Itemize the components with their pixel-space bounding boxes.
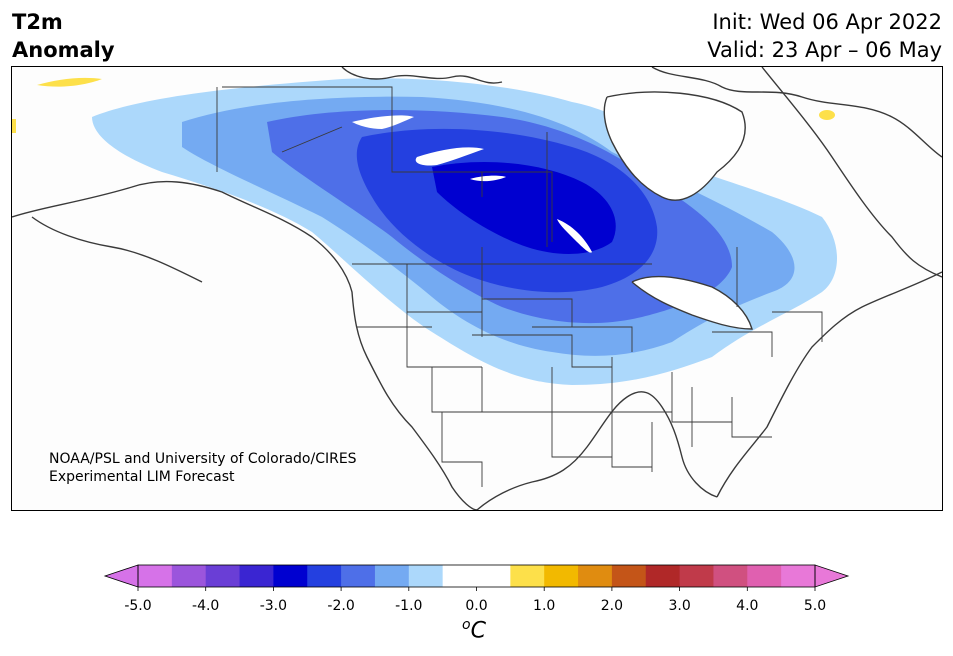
warm-anomaly-alaska-north — [37, 77, 102, 87]
coastlines — [12, 67, 942, 510]
colorbar-cell — [747, 565, 782, 587]
colorbar-cell — [476, 565, 511, 587]
colorbar-cell — [578, 565, 613, 587]
colorbar-tick-label: -2.0 — [327, 598, 355, 614]
colorbar-tick-label: -4.0 — [192, 598, 220, 614]
colorbar-tick-label: -1.0 — [395, 598, 423, 614]
colorbar-tick-label: 2.0 — [600, 598, 624, 614]
great-bear-lake — [352, 115, 414, 129]
hudson-bay — [604, 92, 746, 201]
colorbar-tick-label: 1.0 — [533, 598, 556, 614]
great-lakes — [632, 276, 752, 329]
map-canvas — [12, 67, 942, 510]
political-borders — [216, 86, 823, 487]
lake-athabasca — [470, 175, 506, 182]
colorbar-unit: oC — [462, 617, 486, 643]
credit-text: NOAA/PSL and University of Colorado/CIRE… — [49, 450, 357, 486]
colorbar-cell — [645, 565, 681, 587]
colorbar-cell — [713, 565, 748, 587]
colorbar-tick-label: -5.0 — [124, 598, 152, 614]
init-date: Init: Wed 06 Apr 2022 — [712, 10, 942, 34]
colorbar-cell — [679, 565, 714, 587]
colorbar-tick-label: -3.0 — [259, 598, 288, 614]
credit-line-2: Experimental LIM Forecast — [49, 469, 235, 485]
colorbar-cells — [138, 565, 816, 587]
valid-period: Valid: 23 Apr – 06 May — [707, 38, 942, 62]
colorbar-cell — [611, 565, 647, 587]
colorbar-tick-label: 4.0 — [736, 598, 759, 614]
map-title: T2m Anomaly — [12, 8, 115, 64]
colorbar-cell — [442, 565, 477, 587]
colorbar-ticks — [137, 587, 816, 591]
warm-anomaly-west-edge — [12, 119, 16, 133]
title-line-2: Anomaly — [12, 38, 115, 62]
great-slave-lake — [415, 147, 484, 166]
unit-base: C — [470, 618, 486, 644]
forecast-dates: Init: Wed 06 Apr 2022 Valid: 23 Apr – 06… — [707, 8, 942, 64]
credit-line-1: NOAA/PSL and University of Colorado/CIRE… — [49, 451, 357, 467]
warm-anomaly-greenland — [819, 110, 835, 120]
colorbar-tick-label: 3.0 — [668, 598, 691, 614]
colorbar-cell — [781, 565, 816, 587]
colorbar-cell — [374, 565, 410, 587]
colorbar-cell — [544, 565, 579, 587]
anomaly-map — [11, 66, 943, 511]
colorbar — [103, 564, 850, 591]
colorbar-cell — [408, 565, 444, 587]
title-line-1: T2m — [12, 10, 63, 34]
colorbar-cell — [138, 565, 173, 587]
colorbar-cell — [205, 565, 241, 587]
colorbar-cell — [171, 565, 207, 587]
lake-winnipeg — [557, 219, 592, 253]
colorbar-cell — [510, 565, 545, 587]
colorbar-under-arrow — [103, 564, 139, 588]
colorbar-over-arrow — [814, 564, 850, 588]
colorbar-cell — [307, 565, 342, 587]
unit-superscript: o — [462, 617, 471, 633]
colorbar-tick-label: 5.0 — [803, 598, 827, 614]
colorbar-cell — [273, 565, 308, 587]
colorbar-cell — [341, 565, 376, 587]
colorbar-tick-label: 0.0 — [465, 598, 488, 614]
colorbar-cell — [239, 565, 274, 587]
